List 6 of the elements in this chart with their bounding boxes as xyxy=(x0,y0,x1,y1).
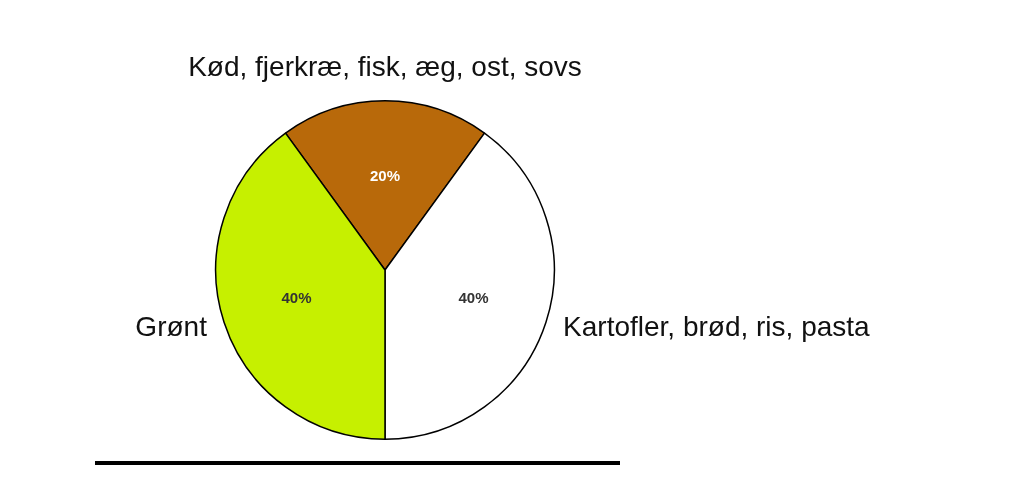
data-label: 40% xyxy=(458,288,489,306)
data-label: 20% xyxy=(369,167,401,185)
data-label: 40% xyxy=(281,288,312,306)
slice-label: Grønt xyxy=(135,310,208,342)
slice-label: Kød, fjerkræ, fisk, æg, ost, sovs xyxy=(188,51,582,83)
slice-label: Kartofler, brød, ris, pasta xyxy=(563,310,871,342)
